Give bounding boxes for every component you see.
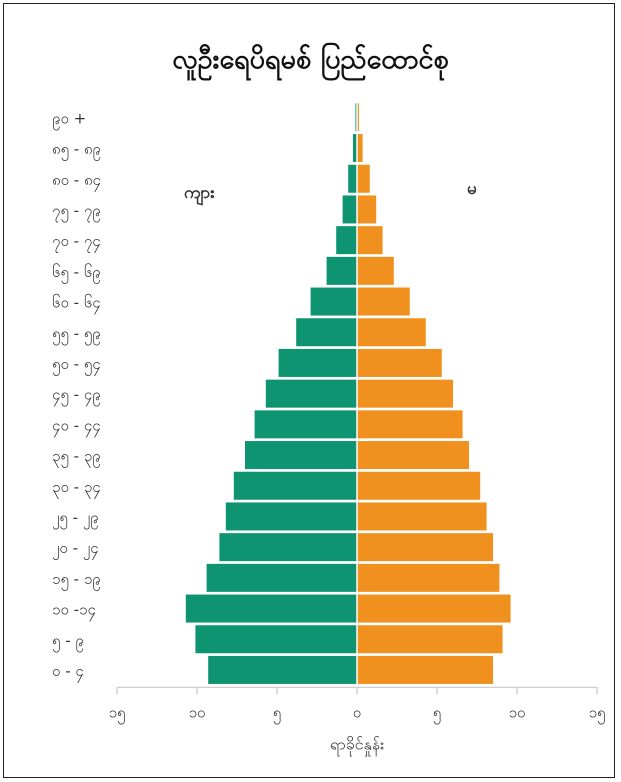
x-tick-label-4: ၅: [433, 703, 441, 724]
bar-male-7: [245, 441, 357, 470]
bar-male-16: [348, 164, 357, 193]
y-tick-label-17: ၈၅ - ၈၉: [52, 140, 101, 161]
female-series-label: မ: [467, 179, 477, 199]
bar-male-2: [185, 594, 357, 623]
x-tick-label-2: ၅: [273, 703, 281, 724]
y-tick-label-7: ၃၅ - ၃၉: [52, 447, 101, 468]
bar-female-16: [357, 164, 370, 193]
y-tick-label-3: ၁၅ - ၁၉: [52, 570, 101, 591]
bar-male-5: [225, 502, 357, 531]
bar-female-18: [357, 103, 359, 132]
y-tick-label-1: ၅ - ၉: [52, 631, 84, 652]
bar-female-0: [357, 655, 493, 684]
bar-female-9: [357, 379, 453, 408]
bar-female-4: [357, 533, 493, 562]
bar-female-17: [357, 134, 363, 163]
bar-female-2: [357, 594, 511, 623]
y-tick-label-4: ၂၀ - ၂၄: [52, 539, 99, 560]
y-tick-label-15: ၇၅ - ၇၉: [52, 201, 101, 222]
bar-male-14: [336, 226, 357, 255]
bar-female-7: [357, 441, 469, 470]
bar-female-1: [357, 625, 503, 654]
x-tick-label-6: ၁၅: [589, 703, 606, 724]
bar-female-11: [357, 318, 426, 347]
bar-male-0: [208, 655, 357, 684]
y-tick-label-16: ၈၀ - ၈၄: [52, 171, 101, 192]
y-tick-label-2: ၁၀ -၁၄: [52, 601, 96, 622]
y-tick-label-13: ၆၅ - ၆၉: [52, 263, 101, 284]
bar-male-3: [206, 563, 357, 592]
bar-male-9: [265, 379, 357, 408]
y-tick-label-9: ၄၅ - ၄၉: [52, 386, 101, 407]
axes-layer: [116, 98, 598, 695]
chart-title: လူဦးရေပိရမစ် ပြည်ထောင်စု: [172, 44, 449, 75]
x-tick-label-0: ၁၅: [109, 703, 126, 724]
bar-male-1: [195, 625, 357, 654]
bar-female-12: [357, 287, 410, 316]
bar-male-17: [353, 134, 357, 163]
y-tick-label-10: ၅၀ - ၅၄: [52, 355, 101, 376]
y-tick-label-8: ၄၀ - ၄၄: [52, 416, 101, 437]
bar-male-8: [254, 410, 357, 439]
bar-male-10: [278, 348, 357, 377]
y-tick-label-11: ၅၅ - ၅၉: [52, 324, 101, 345]
bar-female-3: [357, 563, 500, 592]
y-tick-label-5: ၂၅ - ၂၉: [52, 508, 99, 529]
x-axis-label: ရာခိုင်နှုန်း: [330, 734, 384, 756]
bar-male-11: [296, 318, 357, 347]
bar-female-6: [357, 471, 481, 500]
x-tick-label-5: ၁၀: [509, 703, 526, 721]
y-tick-label-18: ၉၀ +: [52, 109, 86, 130]
bar-female-8: [357, 410, 463, 439]
bar-female-10: [357, 348, 442, 377]
bar-female-5: [357, 502, 487, 531]
bar-female-15: [357, 195, 377, 224]
y-tick-label-12: ၆၀ - ၆၄: [52, 294, 101, 315]
x-tick-label-3: ၀: [353, 703, 361, 721]
bar-male-4: [219, 533, 357, 562]
x-tick-label-1: ၁၀: [189, 703, 206, 721]
bar-male-15: [342, 195, 357, 224]
bar-male-6: [233, 471, 357, 500]
bar-male-18: [355, 103, 357, 132]
bar-male-13: [326, 256, 357, 285]
male-series-label: ကျား: [184, 183, 215, 207]
bar-female-13: [357, 256, 394, 285]
y-tick-label-0: ၀ - ၄: [52, 662, 84, 683]
bar-male-12: [310, 287, 357, 316]
y-tick-label-14: ၇၀ - ၇၄: [52, 232, 101, 253]
y-tick-label-6: ၃၀ - ၃၄: [52, 478, 101, 499]
bar-female-14: [357, 226, 383, 255]
bars-layer: [185, 103, 511, 684]
